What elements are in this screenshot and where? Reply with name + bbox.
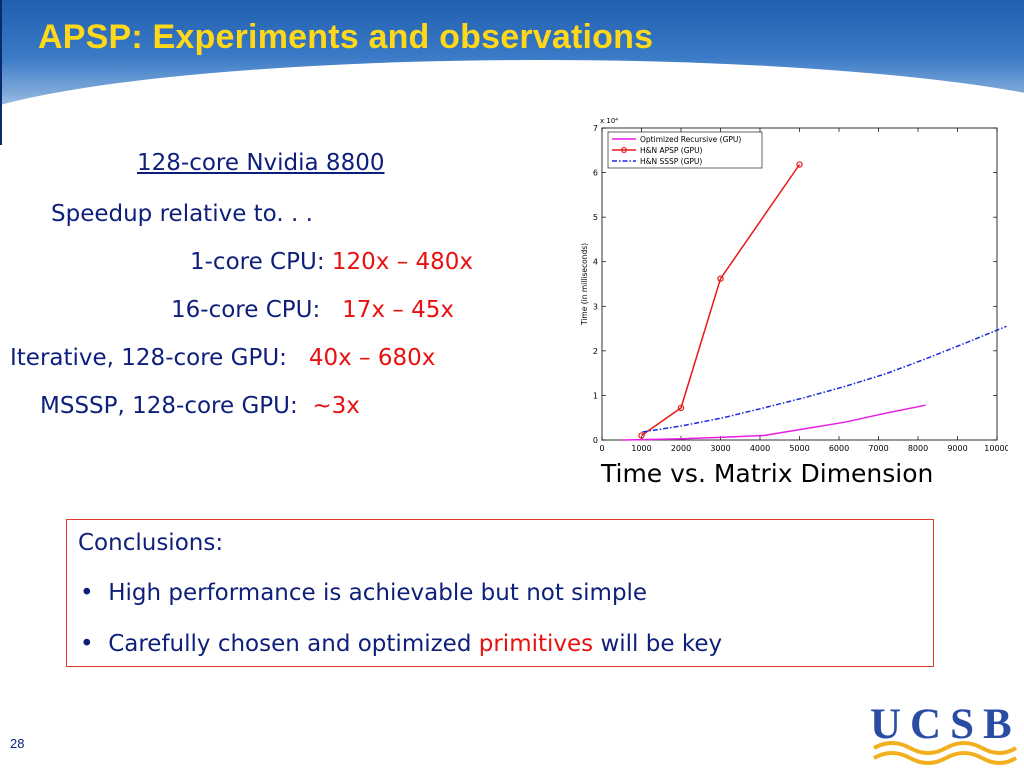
speedup-row-value: 120x – 480x <box>331 249 474 275</box>
platform-heading: 128-core Nvidia 8800 <box>137 150 385 176</box>
x-tick-label: 0 <box>599 444 604 453</box>
series-line <box>642 325 1007 433</box>
speedup-row-label: 1-core CPU: <box>190 249 325 275</box>
y-tick-label: 0 <box>593 436 598 445</box>
conclusion-text: High performance is achievable but not s… <box>108 580 648 606</box>
time-vs-dimension-chart: 0 1000 2000 3000 4000 5000 6000 7000 8000 9000 100… <box>580 117 1008 453</box>
plot-area <box>601 127 998 441</box>
speedup-row: 1-core CPU: 120x – 480x <box>190 249 473 275</box>
x-tick-label: 3000 <box>710 444 730 453</box>
conclusion-highlight: primitives <box>478 631 594 657</box>
speedup-row-label: 16-core CPU: <box>171 297 321 323</box>
legend-entry: Optimized Recursive (GPU) <box>640 135 741 144</box>
x-tick-label: 4000 <box>750 444 770 453</box>
x-tick-label: 5000 <box>789 444 809 453</box>
speedup-row-label: MSSSP, 128-core GPU: <box>40 393 298 419</box>
legend-marker <box>621 147 627 153</box>
speedup-row: 16-core CPU: 17x – 45x <box>171 297 454 323</box>
speedup-row-value: ~3x <box>312 393 360 419</box>
speedup-row: Iterative, 128-core GPU: 40x – 680x <box>10 345 435 371</box>
conclusions-heading: Conclusions: <box>78 530 224 556</box>
data-point <box>796 161 803 168</box>
x-tick-label: 6000 <box>829 444 849 453</box>
y-tick-label: 5 <box>593 213 598 222</box>
chart-caption: Time vs. Matrix Dimension <box>601 459 934 488</box>
x-tick-label: 1000 <box>631 444 651 453</box>
y-tick-label: 1 <box>593 391 598 400</box>
x-tick-label: 2000 <box>671 444 691 453</box>
legend-entry: H&N APSP (GPU) <box>640 146 703 155</box>
slide-header-banner <box>0 0 1024 150</box>
conclusion-bullet-2: • Carefully chosen and optimized primiti… <box>80 631 722 657</box>
x-tick-label: 8000 <box>908 444 928 453</box>
speedup-row: MSSSP, 128-core GPU: ~3x <box>40 393 360 419</box>
speedup-intro: Speedup relative to. . . <box>51 201 313 227</box>
left-accent-bar <box>0 0 2 145</box>
conclusion-bullet-1: • High performance is achievable but not… <box>80 580 647 606</box>
bullet-marker: • <box>80 580 94 606</box>
conclusion-text-post: will be key <box>593 631 723 657</box>
y-tick-label: 7 <box>593 124 598 133</box>
y-tick-label: 3 <box>593 302 598 311</box>
data-point <box>638 432 645 439</box>
legend-entry: H&N SSSP (GPU) <box>640 157 702 166</box>
bullet-marker: • <box>80 631 94 657</box>
ucsb-logo-text: UCSB <box>870 701 1021 748</box>
ucsb-logo-waves-icon <box>873 741 1018 765</box>
y-tick-label: 2 <box>593 347 598 356</box>
y-tick-label: 4 <box>593 258 598 267</box>
y-axis-label: Time (in milliseconds) <box>580 243 589 326</box>
series-line <box>641 164 801 437</box>
x-tick-label: 10000 <box>984 444 1008 453</box>
y-multiplier-label: x 10⁴ <box>600 117 618 125</box>
speedup-row-label: Iterative, 128-core GPU: <box>10 345 287 371</box>
series-line <box>622 404 926 441</box>
speedup-row-value: 40x – 680x <box>308 345 436 371</box>
x-tick-label: 7000 <box>868 444 888 453</box>
conclusion-text-pre: Carefully chosen and optimized <box>108 631 479 657</box>
speedup-row-value: 17x – 45x <box>342 297 455 323</box>
y-tick-label: 6 <box>593 169 598 178</box>
data-point <box>717 275 724 282</box>
conclusions-box <box>66 519 934 667</box>
slide-title: APSP: Experiments and observations <box>38 18 654 56</box>
data-point <box>677 404 685 412</box>
x-tick-label: 9000 <box>947 444 967 453</box>
page-number: 28 <box>10 736 25 751</box>
